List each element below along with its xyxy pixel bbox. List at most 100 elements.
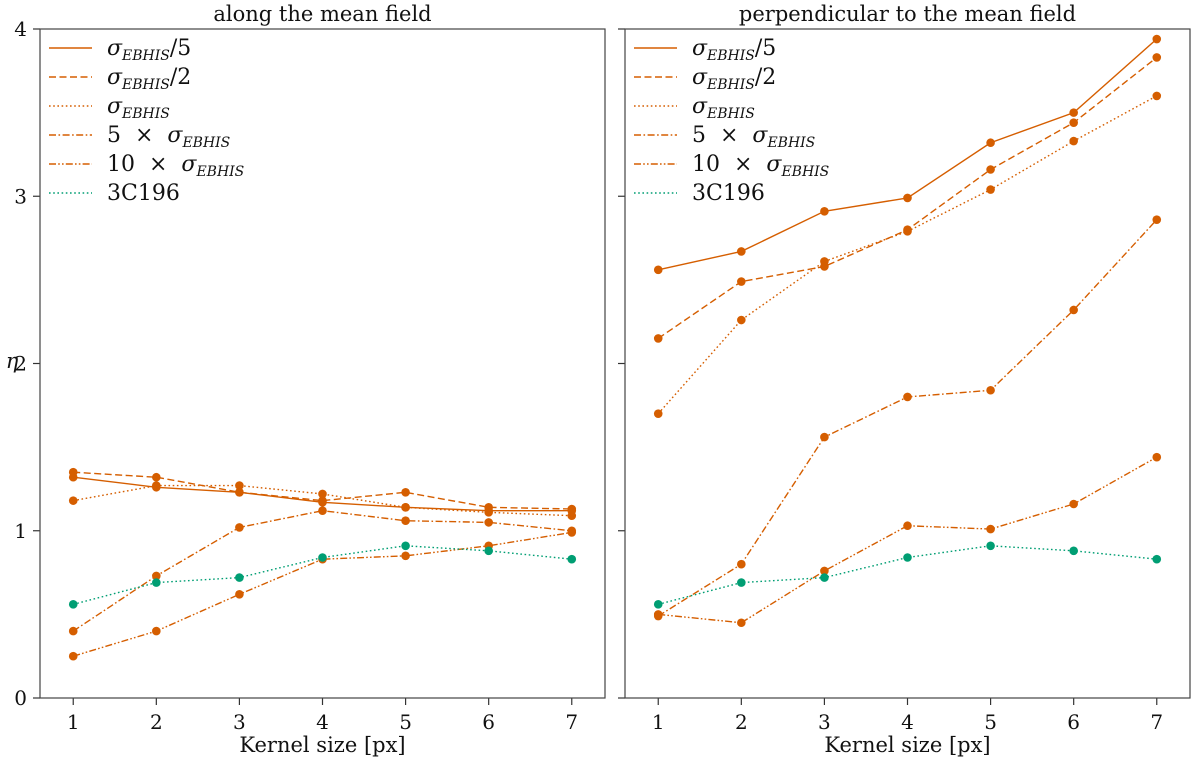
series-line bbox=[73, 531, 572, 657]
data-point bbox=[737, 277, 746, 286]
x-axis-label: Kernel size [px] bbox=[239, 733, 405, 757]
data-point bbox=[737, 315, 746, 325]
x-tick-label: 1 bbox=[652, 710, 665, 734]
series-2 bbox=[68, 467, 577, 514]
y-axis-label: η bbox=[6, 349, 19, 373]
series-line bbox=[72, 509, 572, 632]
x-tick-label: 4 bbox=[901, 710, 914, 734]
data-point bbox=[1069, 108, 1078, 117]
data-point bbox=[1152, 452, 1162, 462]
data-point bbox=[1069, 118, 1078, 127]
data-point bbox=[68, 496, 78, 505]
data-point bbox=[318, 489, 327, 499]
series-5 bbox=[653, 452, 1162, 628]
x-tick-label: 5 bbox=[399, 710, 412, 734]
data-point bbox=[567, 511, 577, 520]
data-point bbox=[653, 409, 663, 418]
x-tick-label: 5 bbox=[984, 710, 997, 734]
data-point bbox=[1152, 215, 1162, 224]
y-tick-label: 2 bbox=[14, 352, 27, 376]
panel-title: along the mean field bbox=[213, 2, 431, 26]
data-point bbox=[903, 521, 912, 531]
data-point bbox=[318, 496, 327, 505]
legend-label: 5 × σEBHIS bbox=[692, 123, 815, 151]
data-point bbox=[318, 506, 327, 515]
data-point bbox=[68, 467, 78, 477]
legend-label: 3C196 bbox=[107, 181, 180, 206]
x-tick-label: 3 bbox=[233, 710, 246, 734]
x-tick-label: 3 bbox=[818, 710, 831, 734]
data-point bbox=[401, 541, 410, 551]
x-tick-label: 7 bbox=[565, 710, 578, 734]
data-point bbox=[484, 518, 493, 527]
data-point bbox=[235, 487, 244, 497]
data-point bbox=[653, 610, 663, 619]
data-point bbox=[68, 626, 78, 636]
y-tick-label: 4 bbox=[14, 17, 27, 41]
data-point bbox=[737, 618, 746, 628]
data-point bbox=[820, 257, 829, 266]
legend-label: σEBHIS/2 bbox=[107, 65, 191, 93]
x-tick-label: 2 bbox=[735, 710, 748, 734]
data-point bbox=[68, 600, 78, 609]
data-point bbox=[484, 546, 493, 556]
x-axis-label: Kernel size [px] bbox=[824, 733, 990, 757]
legend-label: 10 × σEBHIS bbox=[692, 152, 829, 180]
data-point bbox=[318, 553, 327, 562]
x-tick-label: 4 bbox=[316, 710, 329, 734]
data-point bbox=[737, 559, 746, 569]
x-tick-label: 6 bbox=[1067, 710, 1080, 734]
panel-1: along the mean field Kernel size [px] η 1 2 3… bbox=[6, 2, 606, 757]
data-point bbox=[235, 590, 244, 599]
data-point bbox=[401, 551, 410, 561]
x-tick-label: 2 bbox=[150, 710, 163, 734]
data-point bbox=[903, 392, 912, 402]
series-4 bbox=[68, 506, 577, 636]
data-point bbox=[1069, 305, 1078, 315]
data-point bbox=[1069, 499, 1078, 509]
data-point bbox=[1152, 554, 1162, 564]
data-point bbox=[401, 516, 410, 526]
data-point bbox=[567, 504, 577, 514]
data-point bbox=[986, 185, 995, 194]
data-point bbox=[903, 193, 912, 203]
data-point bbox=[903, 227, 912, 236]
data-point bbox=[484, 508, 493, 517]
series-3 bbox=[68, 481, 577, 520]
data-point bbox=[567, 554, 577, 564]
data-point bbox=[986, 165, 995, 174]
series-6 bbox=[653, 541, 1162, 609]
data-point bbox=[903, 553, 912, 562]
data-point bbox=[986, 524, 995, 534]
panel-title: perpendicular to the mean field bbox=[739, 2, 1076, 26]
legend-label: σEBHIS bbox=[107, 94, 170, 122]
data-point bbox=[235, 523, 244, 532]
series-5 bbox=[68, 528, 577, 661]
y-tick-label: 3 bbox=[14, 184, 27, 208]
data-point bbox=[653, 334, 663, 343]
data-point bbox=[235, 481, 244, 490]
data-point bbox=[152, 481, 161, 490]
data-point bbox=[401, 487, 410, 497]
data-point bbox=[401, 503, 410, 512]
legend-label: σEBHIS/5 bbox=[692, 36, 776, 64]
data-point bbox=[737, 247, 746, 256]
plot-frame bbox=[39, 28, 606, 699]
data-point bbox=[820, 207, 829, 216]
legend-label: 5 × σEBHIS bbox=[107, 123, 230, 151]
data-point bbox=[820, 432, 829, 442]
data-point bbox=[1069, 546, 1078, 556]
legend-label: σEBHIS/5 bbox=[107, 36, 191, 64]
data-point bbox=[653, 600, 663, 609]
data-point bbox=[1152, 53, 1162, 62]
y-tick-label: 1 bbox=[14, 519, 27, 543]
legend-label: 3C196 bbox=[692, 181, 765, 206]
data-point bbox=[1152, 34, 1162, 44]
panel-2: perpendicular to the mean field Kernel si… bbox=[618, 2, 1191, 757]
data-point bbox=[152, 472, 161, 482]
data-point bbox=[1152, 91, 1162, 101]
legend-label: σEBHIS bbox=[692, 94, 755, 122]
series-6 bbox=[68, 541, 577, 609]
